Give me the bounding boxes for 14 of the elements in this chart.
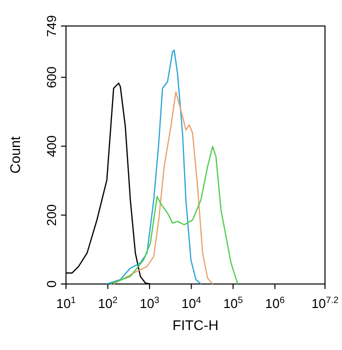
x-tick-label: 10$^{2}$ [98,295,118,311]
y-axis-title: Count [7,136,23,174]
x-tick-label: 10$^{1}$ [56,295,76,311]
x-tick-label: 10$^{3}$ [140,295,160,311]
y-tick-label: 0 [44,280,59,288]
x-tick-label: 10$^{7.2}$ [311,295,339,311]
y-tick-label: 600 [44,66,59,88]
x-axis-title: FITC-H [172,317,218,333]
x-tick-label: 10$^{4}$ [182,295,202,311]
x-tick-label: 10$^{6}$ [265,295,285,311]
y-tick-label: 200 [44,204,59,226]
y-tick-label: 400 [44,135,59,158]
y-tick-label: 749 [44,15,59,37]
x-tick-label: 10$^{5}$ [223,295,243,311]
